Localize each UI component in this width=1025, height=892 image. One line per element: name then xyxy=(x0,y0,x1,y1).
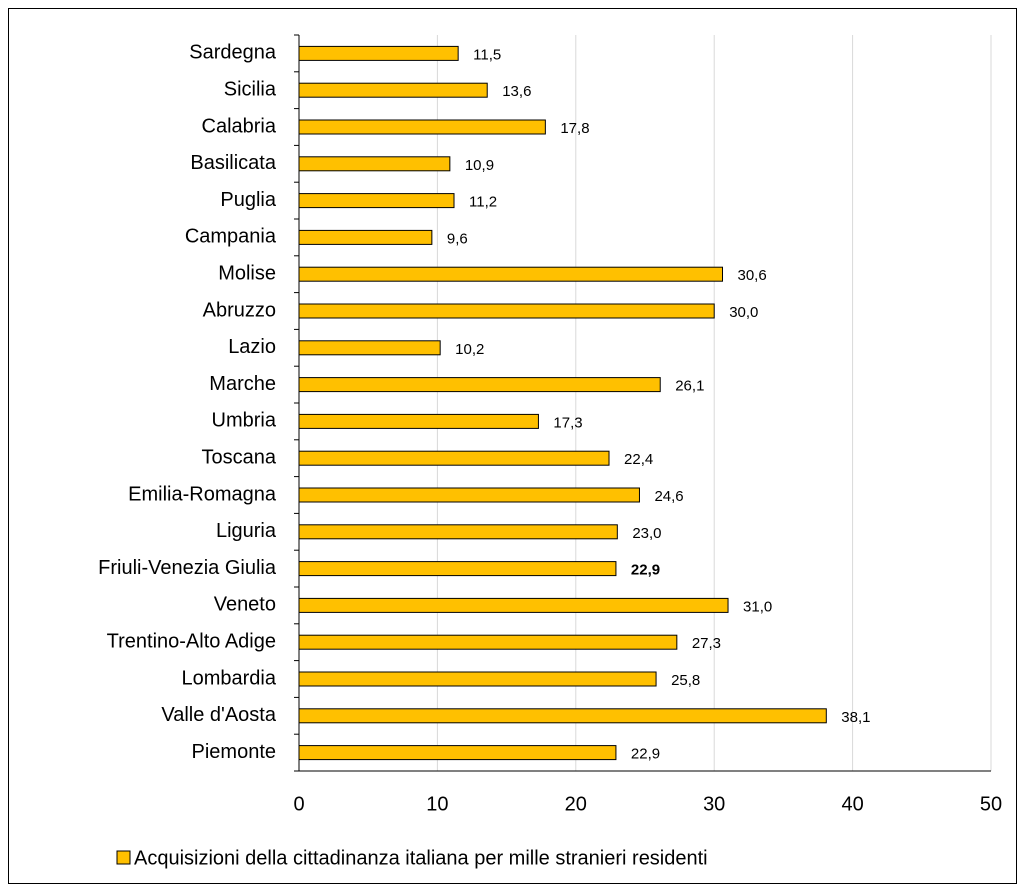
bar xyxy=(298,708,827,724)
bar xyxy=(298,597,729,613)
data-label: 27,3 xyxy=(692,635,721,652)
x-tick-label: 10 xyxy=(426,793,448,815)
bar xyxy=(298,561,617,577)
chart-border xyxy=(8,8,1017,884)
bar xyxy=(298,229,433,245)
y-tick-label: Piemonte xyxy=(192,741,277,763)
data-label: 25,8 xyxy=(671,672,700,689)
data-label: 10,2 xyxy=(455,341,484,358)
data-label: 24,6 xyxy=(654,488,683,505)
bar xyxy=(298,193,455,209)
bar xyxy=(298,303,715,319)
bar xyxy=(298,45,459,61)
y-tick-label: Abruzzo xyxy=(203,299,276,321)
y-tick-label: Calabria xyxy=(202,115,277,137)
bar xyxy=(298,487,640,503)
y-tick-label: Molise xyxy=(218,262,276,284)
data-label: 11,2 xyxy=(469,194,497,211)
legend-label: Acquisizioni della cittadinanza italiana… xyxy=(134,847,708,869)
data-label: 17,3 xyxy=(553,414,582,431)
bar xyxy=(298,413,539,429)
y-tick-label: Liguria xyxy=(216,520,277,542)
y-tick-label: Sicilia xyxy=(224,78,277,100)
data-label: 11,5 xyxy=(473,46,501,63)
y-tick-label: Sardegna xyxy=(189,42,277,64)
x-tick-label: 0 xyxy=(293,793,304,815)
x-tick-label: 50 xyxy=(980,793,1002,815)
bar xyxy=(298,671,657,687)
bar xyxy=(298,450,610,466)
x-tick-label: 40 xyxy=(841,793,863,815)
data-label: 30,6 xyxy=(738,267,767,284)
data-label: 31,0 xyxy=(743,598,772,615)
data-label: 9,6 xyxy=(447,230,468,247)
data-label: 13,6 xyxy=(502,83,531,100)
bar xyxy=(298,119,546,135)
data-label: 17,8 xyxy=(560,120,589,137)
y-tick-label: Campania xyxy=(185,226,277,248)
bar xyxy=(298,524,618,540)
bar xyxy=(298,634,678,650)
data-label: 30,0 xyxy=(729,304,758,321)
data-label: 22,9 xyxy=(631,562,660,579)
y-tick-label: Toscana xyxy=(202,446,277,468)
bar xyxy=(298,82,488,98)
data-label: 10,9 xyxy=(465,157,494,174)
bar xyxy=(298,340,441,356)
data-label: 22,4 xyxy=(624,451,653,468)
bar xyxy=(298,266,724,282)
y-tick-label: Emilia-Romagna xyxy=(128,483,277,505)
y-tick-label: Friuli-Venezia Giulia xyxy=(98,557,277,579)
y-tick-label: Umbria xyxy=(212,410,277,432)
data-label: 38,1 xyxy=(841,709,870,726)
x-tick-label: 30 xyxy=(703,793,725,815)
y-tick-label: Veneto xyxy=(214,594,276,616)
y-tick-label: Marche xyxy=(209,373,276,395)
y-tick-label: Valle d'Aosta xyxy=(161,704,277,726)
data-label: 22,9 xyxy=(631,746,660,763)
y-tick-label: Puglia xyxy=(220,189,276,211)
y-tick-label: Basilicata xyxy=(190,152,276,174)
bar xyxy=(298,745,617,761)
legend-swatch xyxy=(116,850,131,865)
y-tick-label: Lombardia xyxy=(181,667,276,689)
data-label: 23,0 xyxy=(632,525,661,542)
bar xyxy=(298,377,661,393)
y-tick-label: Lazio xyxy=(228,336,276,358)
y-tick-label: Trentino-Alto Adige xyxy=(107,630,276,652)
x-tick-label: 20 xyxy=(565,793,587,815)
bar xyxy=(298,156,451,172)
data-label: 26,1 xyxy=(675,378,704,395)
